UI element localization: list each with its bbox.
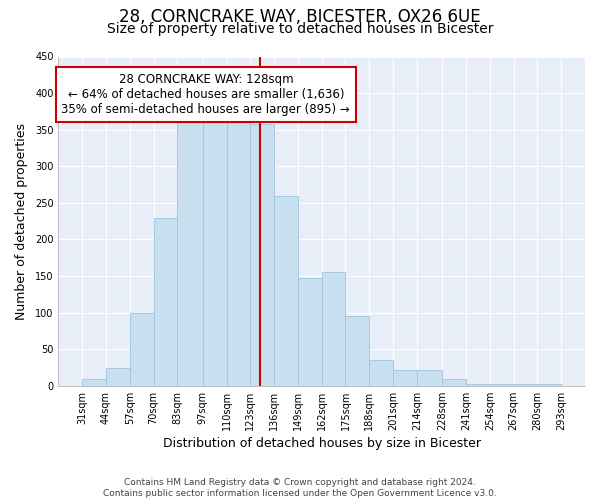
- Bar: [417, 370, 442, 386]
- Bar: [442, 378, 466, 386]
- Text: Size of property relative to detached houses in Bicester: Size of property relative to detached ho…: [107, 22, 493, 36]
- Bar: [274, 196, 298, 386]
- Bar: [322, 272, 346, 386]
- Bar: [250, 124, 274, 386]
- Bar: [538, 384, 561, 386]
- Bar: [466, 384, 490, 386]
- Bar: [346, 316, 369, 386]
- Bar: [130, 312, 154, 386]
- Bar: [490, 384, 514, 386]
- Bar: [227, 112, 250, 386]
- Text: 28 CORNCRAKE WAY: 128sqm
← 64% of detached houses are smaller (1,636)
35% of sem: 28 CORNCRAKE WAY: 128sqm ← 64% of detach…: [61, 73, 350, 116]
- Y-axis label: Number of detached properties: Number of detached properties: [15, 122, 28, 320]
- Bar: [154, 218, 177, 386]
- Bar: [393, 370, 417, 386]
- Bar: [106, 368, 130, 386]
- Bar: [82, 378, 106, 386]
- Bar: [514, 384, 538, 386]
- Bar: [203, 115, 227, 386]
- Text: 28, CORNCRAKE WAY, BICESTER, OX26 6UE: 28, CORNCRAKE WAY, BICESTER, OX26 6UE: [119, 8, 481, 26]
- Bar: [177, 118, 203, 386]
- X-axis label: Distribution of detached houses by size in Bicester: Distribution of detached houses by size …: [163, 437, 481, 450]
- Bar: [298, 278, 322, 386]
- Text: Contains HM Land Registry data © Crown copyright and database right 2024.
Contai: Contains HM Land Registry data © Crown c…: [103, 478, 497, 498]
- Bar: [369, 360, 393, 386]
